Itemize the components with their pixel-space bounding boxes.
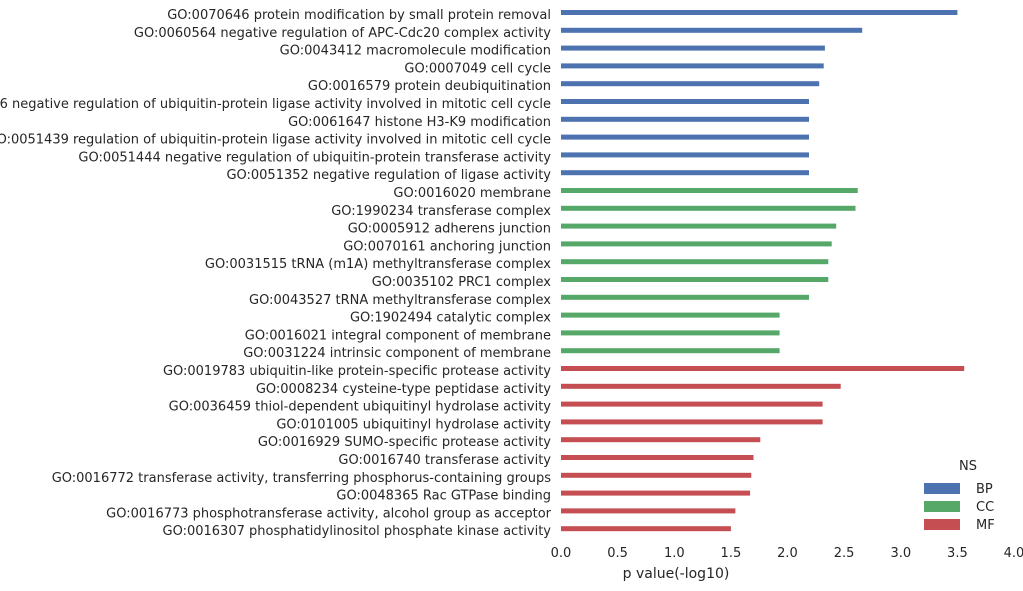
bar-mf-6	[561, 455, 754, 460]
category-label: GO:0048365 Rac GTPase binding	[336, 489, 551, 504]
category-label: GO:0007049 cell cycle	[404, 61, 551, 76]
bar-cc-3	[561, 223, 837, 229]
category-label: GO:0031224 intrinsic component of membra…	[243, 346, 551, 361]
category-label: GO:0035102 PRC1 complex	[372, 275, 552, 290]
legend-entries: BP CC MF	[924, 482, 995, 533]
legend-swatch-cc	[924, 501, 960, 512]
category-label: GO:0051439 regulation of ubiquitin-prote…	[0, 133, 551, 148]
bar-mf-1	[561, 366, 965, 371]
category-label: GO:0005912 adherens junction	[348, 222, 551, 237]
bar-mf-8	[561, 490, 751, 496]
category-label: GO:0016772 transferase activity, transfe…	[52, 471, 552, 486]
x-tick-label: 2.5	[834, 546, 855, 561]
bar-bp-8	[561, 134, 809, 140]
legend-label-cc: CC	[976, 500, 994, 515]
legend: NS BP CC MF	[924, 459, 995, 533]
bar-mf-5	[561, 437, 761, 443]
category-label: GO:1990234 transferase complex	[331, 204, 551, 219]
x-tick-label: 3.5	[947, 546, 968, 561]
bar-mf-2	[561, 383, 841, 389]
category-label: GO:0016307 phosphatidylinositol phosphat…	[163, 524, 552, 539]
category-label: GO:0051436 negative regulation of ubiqui…	[0, 97, 551, 112]
bar-cc-2	[561, 205, 856, 211]
bar-cc-7	[561, 294, 809, 300]
x-tick-label: 3.0	[890, 546, 911, 561]
bar-mf-10	[561, 526, 731, 532]
legend-title: NS	[959, 459, 977, 474]
category-label: GO:0070161 anchoring junction	[343, 239, 551, 254]
category-labels: GO:0070646 protein modification by small…	[0, 8, 552, 539]
category-label: GO:1902494 catalytic complex	[350, 311, 551, 326]
bar-mf-9	[561, 508, 736, 514]
category-label: GO:0061647 histone H3-K9 modification	[288, 115, 551, 130]
bar-bp-2	[561, 27, 863, 33]
bar-cc-6	[561, 277, 829, 282]
category-label: GO:0043412 macromolecule modification	[280, 44, 551, 59]
x-tick-label: 0.5	[607, 546, 628, 561]
category-label: GO:0043527 tRNA methyltransferase comple…	[249, 293, 551, 308]
x-tick-label: 2.0	[777, 546, 798, 561]
bar-cc-10	[561, 348, 780, 354]
x-tick-label: 4.0	[1004, 546, 1023, 561]
bar-bp-9	[561, 152, 809, 158]
category-label: GO:0070646 protein modification by small…	[167, 8, 551, 23]
category-label: GO:0051444 negative regulation of ubiqui…	[78, 150, 551, 165]
bar-cc-1	[561, 188, 858, 193]
bar-bp-5	[561, 81, 820, 87]
bar-mf-7	[561, 472, 752, 478]
category-label: GO:0016773 phosphotransferase activity, …	[106, 506, 551, 521]
x-axis-label: p value(-log10)	[623, 566, 730, 582]
x-axis-ticks: 0.0 0.5 1.0 1.5 2.0 2.5 3.0 3.5 4.0	[551, 546, 1023, 561]
bar-bp-7	[561, 116, 809, 122]
x-tick-label: 1.5	[721, 546, 742, 561]
legend-swatch-mf	[924, 519, 960, 530]
bar-bp-4	[561, 63, 824, 69]
category-label: GO:0008234 cysteine-type peptidase activ…	[256, 382, 551, 397]
category-label: GO:0101005 ubiquitinyl hydrolase activit…	[276, 417, 551, 432]
legend-label-mf: MF	[976, 518, 995, 533]
category-label: GO:0016929 SUMO-specific protease activi…	[258, 435, 551, 450]
bar-bp-3	[561, 45, 825, 51]
bar-bp-6	[561, 99, 809, 104]
bar-cc-8	[561, 312, 780, 318]
bar-bp-1	[561, 10, 958, 15]
bar-mf-4	[561, 419, 823, 425]
category-label: GO:0031515 tRNA (m1A) methyltransferase …	[205, 257, 551, 272]
bar-mf-3	[561, 401, 823, 407]
legend-swatch-bp	[924, 483, 960, 494]
category-label: GO:0016020 membrane	[393, 186, 551, 201]
x-tick-label: 0.0	[551, 546, 572, 561]
bar-cc-9	[561, 330, 780, 336]
bar-cc-4	[561, 241, 832, 247]
category-label: GO:0051352 negative regulation of ligase…	[226, 168, 551, 183]
category-label: GO:0016740 transferase activity	[338, 453, 551, 468]
bars-layer	[561, 10, 965, 532]
legend-label-bp: BP	[976, 482, 993, 497]
category-label: GO:0016021 integral component of membran…	[245, 328, 551, 343]
category-label: GO:0060564 negative regulation of APC-Cd…	[134, 26, 551, 41]
category-label: GO:0036459 thiol-dependent ubiquitinyl h…	[169, 400, 552, 415]
x-tick-label: 1.0	[664, 546, 685, 561]
bar-bp-10	[561, 170, 809, 176]
category-label: GO:0016579 protein deubiquitination	[308, 79, 551, 94]
bar-cc-5	[561, 259, 829, 265]
category-label: GO:0019783 ubiquitin-like protein-specif…	[163, 364, 551, 379]
